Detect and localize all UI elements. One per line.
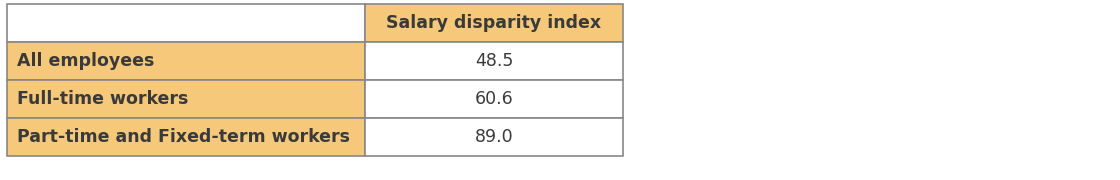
Bar xyxy=(7,42,365,80)
Bar xyxy=(365,118,623,156)
Bar xyxy=(365,80,623,118)
Text: Salary disparity index: Salary disparity index xyxy=(386,14,601,32)
Text: All employees: All employees xyxy=(17,52,155,70)
Text: 89.0: 89.0 xyxy=(475,128,513,146)
Text: Part-time and Fixed-term workers: Part-time and Fixed-term workers xyxy=(17,128,349,146)
Bar xyxy=(365,4,623,42)
Text: 60.6: 60.6 xyxy=(475,90,513,108)
Bar xyxy=(7,118,365,156)
Text: 48.5: 48.5 xyxy=(475,52,513,70)
Text: Full-time workers: Full-time workers xyxy=(17,90,188,108)
Bar xyxy=(7,4,365,42)
Bar xyxy=(365,42,623,80)
Bar xyxy=(7,80,365,118)
